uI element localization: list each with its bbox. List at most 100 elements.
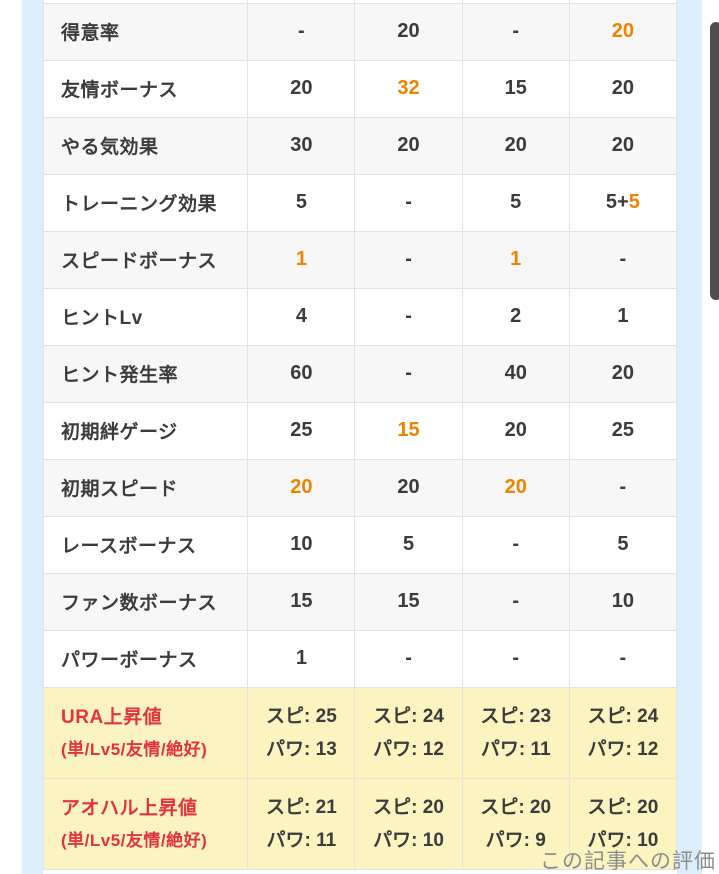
stat-value-cell: 1 (247, 629, 356, 688)
row-label-sub: (単/Lv5/友情/絶好) (61, 740, 208, 759)
row-label: 初期スピード (42, 458, 249, 517)
stat-value-cell: 5+5 (568, 173, 678, 232)
table-row: アオハル上昇値 (単/Lv5/友情/絶好) スピ: 21 パワ: 11 スピ: 20 パワ… (42, 777, 678, 870)
stat-value-cell: スピ: 20 パワ: 10 (354, 777, 463, 870)
stat-value-cell: - (461, 515, 570, 574)
stat-value-cell: スピ: 20 パワ: 10 (568, 777, 678, 870)
stat-value-cell: 20 (461, 116, 570, 175)
stat-value-cell: 20 (568, 2, 678, 61)
stat-value-cell: 20 (568, 344, 678, 403)
stat-value-cell: - (568, 230, 678, 289)
stat-value-cell: 5 (568, 515, 678, 574)
row-label: 得意率 (42, 2, 249, 61)
table-row: ヒント発生率 60-40 20 (42, 344, 678, 403)
stat-value-cell: 15 (247, 572, 356, 631)
stat-value-cell: 40 (461, 344, 570, 403)
stat-value-line: パワ: 10 (587, 829, 659, 851)
stat-value-cell: 20 (354, 116, 463, 175)
stat-value-cell: 20 (247, 458, 356, 517)
row-label: URA上昇値 (単/Lv5/友情/絶好) (42, 686, 249, 779)
table-row: ヒントLv 4-2 1 (42, 287, 678, 346)
row-label: アオハル上昇値 (単/Lv5/友情/絶好) (42, 777, 249, 870)
row-label-main: アオハル上昇値 (61, 798, 198, 819)
row-label: ヒントLv (42, 287, 249, 346)
right-gutter-strip (677, 0, 702, 874)
stat-value-line: スピ: 24 (587, 705, 659, 727)
stat-value-cell: - (247, 2, 356, 61)
table-row: トレーニング効果 5-5 5+5 (42, 173, 678, 232)
row-label: 初期絆ゲージ (42, 401, 249, 460)
row-label: スピードボーナス (42, 230, 249, 289)
stat-value-cell: 20 (354, 458, 463, 517)
stat-value-cell: 1 (247, 230, 356, 289)
stat-value-cell: - (568, 629, 678, 688)
stat-value-cell: - (354, 173, 463, 232)
stat-value-cell: スピ: 23 パワ: 11 (461, 686, 570, 779)
support-card-stats-table: 得意率 -20-20 友情ボーナス 20 32 15 20 やる気効果 30 20 20 20 トレーニ… (42, 0, 678, 870)
table-row: ファン数ボーナス 15 15-10 (42, 572, 678, 631)
stat-value-cell: 5 (247, 173, 356, 232)
stat-value-cell: 30 (247, 116, 356, 175)
stat-value-cell: スピ: 21 パワ: 11 (247, 777, 356, 870)
stat-value-cell: スピ: 24 パワ: 12 (354, 686, 463, 779)
stat-value-cell: 4 (247, 287, 356, 346)
article-rating-label: この記事への評価 (540, 850, 716, 873)
stat-value-cell: 20 (461, 401, 570, 460)
stats-table-body: 得意率 -20-20 友情ボーナス 20 32 15 20 やる気効果 30 20 20 20 トレーニ… (42, 0, 678, 870)
row-label: ヒント発生率 (42, 344, 249, 403)
stat-value-cell: スピ: 24 パワ: 12 (568, 686, 678, 779)
stat-value-cell: - (354, 230, 463, 289)
stat-value-cell: 20 (461, 458, 570, 517)
stat-value-segment: 5 (628, 191, 640, 213)
stat-value-line: パワ: 13 (266, 738, 337, 760)
stat-value-cell: 10 (247, 515, 356, 574)
stat-value-cell: 15 (354, 572, 463, 631)
stat-value-line: スピ: 21 (266, 796, 337, 818)
row-label: ファン数ボーナス (42, 572, 249, 631)
stat-value-cell: 5 (354, 515, 463, 574)
row-label: やる気効果 (42, 116, 249, 175)
table-row: 初期絆ゲージ 25 15 20 25 (42, 401, 678, 460)
stat-value-cell: - (354, 629, 463, 688)
table-row: 得意率 -20-20 (42, 2, 678, 61)
stat-value-cell: 20 (568, 59, 678, 118)
stat-value-line: スピ: 25 (266, 705, 337, 727)
left-gutter-strip (22, 0, 43, 874)
stat-value-cell: - (354, 287, 463, 346)
row-label-sub: (単/Lv5/友情/絶好) (61, 831, 208, 850)
scrollbar-thumb[interactable] (710, 22, 719, 300)
stat-value-cell: 20 (247, 59, 356, 118)
row-label: パワーボーナス (42, 629, 249, 688)
stat-value-line: スピ: 24 (373, 705, 444, 727)
table-row: URA上昇値 (単/Lv5/友情/絶好) スピ: 25 パワ: 13 スピ: 24 パワ:… (42, 686, 678, 779)
table-row: 初期スピード 20 20 20- (42, 458, 678, 517)
stat-value-cell: - (461, 572, 570, 631)
stat-value-line: パワ: 10 (373, 829, 444, 851)
stat-value-line: スピ: 20 (373, 796, 444, 818)
row-label-main: URA上昇値 (61, 707, 163, 728)
stat-value-line: パワ: 12 (373, 738, 444, 760)
stat-value-line: パワ: 9 (485, 829, 546, 851)
stat-value-cell: 5 (461, 173, 570, 232)
stat-value-cell: 60 (247, 344, 356, 403)
stat-value-cell: - (461, 2, 570, 61)
stat-value-cell: スピ: 20 パワ: 9 (461, 777, 570, 870)
stat-value-cell: スピ: 25 パワ: 13 (247, 686, 356, 779)
stat-value-cell: 1 (568, 287, 678, 346)
stat-value-cell: - (568, 458, 678, 517)
stat-value-cell: 20 (354, 2, 463, 61)
stat-value-cell: 2 (461, 287, 570, 346)
stat-value-line: パワ: 11 (480, 738, 551, 760)
stat-value-line: パワ: 11 (266, 829, 337, 851)
stat-value-cell: 15 (461, 59, 570, 118)
row-label: トレーニング効果 (42, 173, 249, 232)
stat-value-cell: 10 (568, 572, 678, 631)
table-row: 友情ボーナス 20 32 15 20 (42, 59, 678, 118)
table-row: パワーボーナス 1- - - (42, 629, 678, 688)
stat-value-line: スピ: 20 (480, 796, 552, 818)
stat-value-cell: 15 (354, 401, 463, 460)
stat-value-line: スピ: 23 (480, 705, 552, 727)
stat-value-line: パワ: 12 (587, 738, 659, 760)
stat-value-cell: 1 (461, 230, 570, 289)
